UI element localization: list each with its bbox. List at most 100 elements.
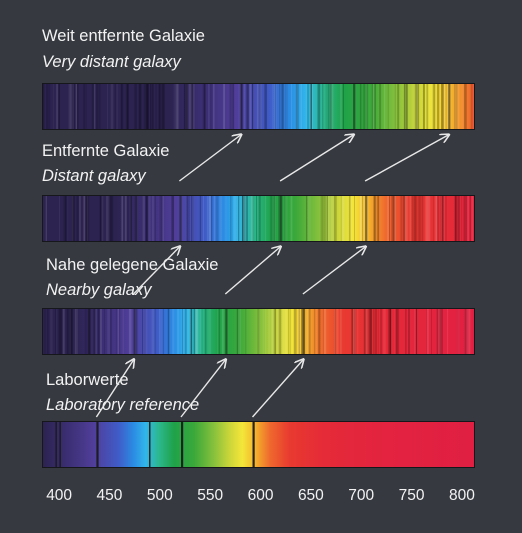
spectral-streak [43, 309, 47, 354]
spectral-streak [429, 84, 431, 129]
distant-galaxy-label-en: Distant galaxy [42, 167, 146, 185]
spectral-streak [366, 309, 368, 354]
spectral-streak [296, 84, 298, 129]
spectral-streak [43, 84, 45, 129]
spectral-streak [272, 196, 276, 241]
spectral-streak [207, 84, 210, 129]
spectral-streak [409, 196, 412, 241]
spectral-streak [195, 309, 199, 354]
spectral-streak [186, 196, 189, 241]
absorption-line [133, 309, 136, 354]
spectral-streak [104, 309, 105, 354]
absorption-line [181, 422, 184, 467]
spectral-streak [100, 309, 102, 354]
spectral-streak [330, 196, 332, 241]
spectral-streak [175, 84, 178, 129]
spectral-streak [285, 84, 287, 129]
spectral-streak [83, 196, 85, 241]
spectral-streak [408, 309, 410, 354]
spectral-streak [436, 309, 439, 354]
spectral-streak [383, 309, 386, 354]
spectral-streak [248, 84, 252, 129]
absorption-line [242, 196, 244, 241]
absorption-line [310, 84, 312, 129]
spectral-streak [441, 84, 443, 129]
spectral-streak [400, 196, 402, 241]
spectral-streak [445, 84, 447, 129]
spectral-streak [223, 84, 225, 129]
spectral-streak [75, 309, 78, 354]
spectral-streak [62, 309, 65, 354]
spectral-streak [295, 84, 299, 129]
spectral-streak [237, 196, 240, 241]
spectral-streak [208, 196, 211, 241]
spectral-streak [415, 196, 418, 241]
spectral-streak [142, 196, 145, 241]
spectral-streak [69, 309, 72, 354]
spectral-streak [128, 309, 131, 354]
spectral-streak [330, 84, 333, 129]
spectral-streak [84, 309, 88, 354]
spectral-streak [134, 84, 137, 129]
spectral-streak [369, 309, 372, 354]
spectral-streak [258, 309, 260, 354]
spectral-streak [95, 309, 97, 354]
spectral-streak [461, 196, 463, 241]
spectral-streak [373, 196, 376, 241]
nearby-galaxy-spectrum [42, 308, 475, 355]
spectral-streak [256, 84, 259, 129]
spectral-streak [106, 84, 109, 129]
spectral-streak [469, 309, 472, 354]
spectral-streak [208, 309, 212, 354]
spectral-streak [389, 309, 391, 354]
spectral-streak [171, 196, 174, 241]
spectral-streak [206, 196, 208, 241]
spectral-streak [374, 196, 376, 241]
spectral-streak [232, 84, 235, 129]
spectral-streak [258, 309, 260, 354]
spectral-streak [70, 309, 73, 354]
spectral-streak [162, 84, 165, 129]
absorption-line [190, 309, 193, 354]
spectral-streak [184, 309, 187, 354]
spectral-streak [283, 309, 286, 354]
spectral-streak [63, 196, 66, 241]
spectral-streak [443, 196, 445, 241]
spectral-streak [366, 84, 368, 129]
spectral-streak [134, 196, 136, 241]
spectral-streak [97, 309, 99, 354]
spectral-streak [181, 309, 184, 354]
spectral-streak [360, 196, 363, 241]
spectral-streak [431, 309, 432, 354]
spectral-streak [238, 309, 240, 354]
spectral-streak [69, 309, 71, 354]
spectral-streak [405, 196, 409, 241]
spectral-streak [245, 84, 249, 129]
spectral-streak [412, 84, 414, 129]
axis-tick-label: 450 [96, 487, 123, 504]
spectral-streak [72, 196, 75, 241]
spectral-streak [470, 84, 473, 129]
spectral-streak [439, 309, 442, 354]
spectral-streak [422, 84, 425, 129]
spectral-streak [284, 309, 288, 354]
spectral-streak [437, 196, 439, 241]
spectral-streak [98, 309, 100, 354]
spectral-streak [121, 196, 124, 241]
spectral-streak [440, 196, 442, 241]
spectral-streak [259, 84, 262, 129]
spectral-streak [72, 196, 74, 241]
spectral-streak [428, 196, 431, 241]
spectral-streak [389, 309, 392, 354]
spectral-streak [441, 84, 444, 129]
spectral-streak [158, 84, 160, 129]
distant-galaxy-spectrum [42, 195, 475, 242]
spectral-streak [213, 196, 216, 241]
absorption-line [186, 84, 188, 129]
axis-tick-label: 650 [297, 487, 324, 504]
spectral-streak [340, 196, 342, 241]
spectral-streak [323, 309, 324, 354]
spectral-streak [360, 196, 363, 241]
spectral-streak [167, 309, 169, 354]
spectral-streak [457, 309, 460, 354]
